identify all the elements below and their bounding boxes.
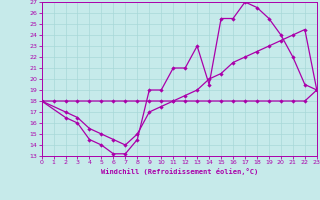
X-axis label: Windchill (Refroidissement éolien,°C): Windchill (Refroidissement éolien,°C): [100, 168, 258, 175]
